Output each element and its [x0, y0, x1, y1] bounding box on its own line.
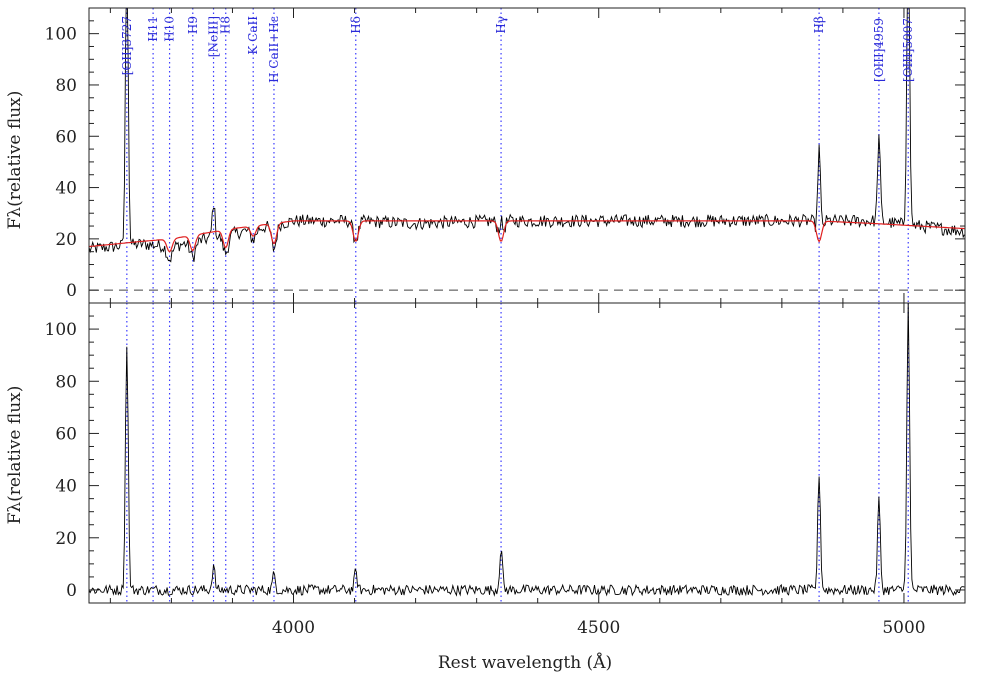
y-tick-label: 20 — [55, 529, 77, 549]
x-tick-label: 4500 — [577, 618, 620, 638]
x-tick-label: 5000 — [882, 618, 925, 638]
bottom-panel: 0 20 40 60 80 100 4000 4500 5000 — [45, 302, 966, 638]
line-label: H9 — [186, 16, 200, 34]
y-tick-label: 20 — [55, 230, 77, 250]
y-tick-label: 60 — [55, 127, 77, 147]
line-label: H CaII+Hε — [267, 16, 281, 83]
y-tick-label: 100 — [45, 320, 77, 340]
y-tick-label: 60 — [55, 424, 77, 444]
line-label: H10 — [163, 16, 177, 42]
top-panel: 0 20 40 60 80 100 [OII]3727 H11 H10 H9 [NeIII]H8 K … — [45, 7, 966, 304]
line-label: H11 — [146, 16, 160, 42]
y-tick-label: 80 — [55, 372, 77, 392]
x-axis-label: Rest wavelength (Å) — [438, 652, 612, 673]
line-label: Hγ — [494, 16, 508, 34]
line-label: H8 — [219, 16, 233, 34]
y-axis-label-top: Fλ(relative flux) — [5, 91, 25, 230]
series-residual — [89, 303, 965, 597]
panel-frame — [88, 302, 966, 604]
y-tick-label: 40 — [55, 477, 77, 497]
line-label: [OIII]5007 — [901, 18, 915, 82]
y-axis-label-bottom: Fλ(relative flux) — [5, 386, 25, 525]
line-label: [NeIII] — [207, 16, 221, 57]
line-label: [OIII]4959 — [872, 18, 886, 82]
x-tick-label: 4000 — [272, 618, 315, 638]
line-label: Hδ — [349, 16, 363, 34]
y-tick-label: 40 — [55, 179, 77, 199]
line-label: Hβ — [812, 16, 826, 33]
y-tick-label: 0 — [66, 581, 77, 601]
series-model — [89, 220, 965, 253]
y-tick-label: 0 — [66, 281, 77, 301]
line-label: [OII]3727 — [120, 16, 134, 75]
line-label: K CaII — [246, 16, 260, 55]
y-tick-label: 100 — [45, 25, 77, 45]
series-observed — [89, 8, 965, 263]
y-tick-label: 80 — [55, 76, 77, 96]
